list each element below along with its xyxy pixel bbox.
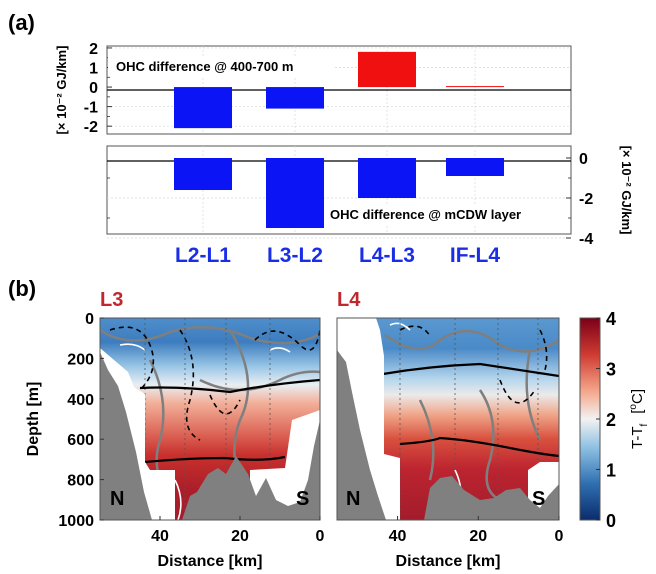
colorbar-tick-label: 4	[606, 309, 616, 329]
l3-contour-gray	[100, 325, 320, 345]
bottom-annotation-bg	[326, 204, 564, 224]
category-labels: L2-L1 L3-L2 L4-L3 IF-L4	[175, 244, 500, 267]
l4-distance-tick-label: 20	[469, 528, 487, 545]
depth-axis: 0 200 400 600 800 1000	[58, 311, 104, 530]
l3-axes-box	[99, 317, 321, 521]
l3-contour-gray	[199, 370, 320, 392]
colorbar-tick-label: 2	[606, 410, 616, 430]
l3-distance-tick-label: 0	[316, 528, 325, 545]
l4-axes-box	[336, 317, 560, 521]
colorbar-ticks: 0 1 2 3 4	[596, 309, 616, 531]
bottom-ytick-label: -4	[579, 231, 593, 248]
l4-contour-dashed	[399, 325, 431, 337]
bottom-ytick-label: -2	[579, 191, 593, 208]
colorbar-tick-label: 3	[606, 360, 616, 380]
l4-south-label: S	[532, 488, 545, 510]
category-label: IF-L4	[450, 244, 500, 267]
l4-distance-tick-label: 40	[389, 528, 407, 545]
top-bar	[174, 87, 232, 129]
l3-seafloor	[182, 420, 320, 520]
l3-distance-label: Distance [km]	[158, 553, 263, 570]
colorbar-label: T-Tf[oC]	[628, 389, 650, 449]
category-label: L3-L2	[267, 244, 323, 267]
l3-seafloor	[100, 352, 152, 520]
l3-contour-white	[119, 343, 146, 351]
l4-distance-tick-label: 0	[555, 528, 564, 545]
depth-tick-label: 0	[85, 311, 94, 328]
distance-axes: 40 20 0 40 20 0	[151, 516, 564, 545]
l3-isotherm-upper	[139, 378, 320, 394]
top-ytick-label: -2	[84, 119, 98, 136]
top-ytick-label: 2	[89, 41, 98, 58]
l4-isotherm-lower	[399, 436, 559, 458]
bottom-ytick-label: 0	[579, 151, 588, 168]
depth-tick-label: 1000	[58, 513, 94, 530]
l4-seafloor	[337, 350, 386, 520]
bar-chart-bottom: 0 -2 -4 OHC difference @ mCDW layer [× 10⁻…	[106, 145, 634, 248]
l4-north-label: N	[346, 488, 360, 510]
category-label: L2-L1	[175, 244, 231, 267]
l3-south-label: S	[296, 488, 309, 510]
l4-seafloor	[424, 476, 559, 520]
l4-isotherm-upper	[382, 362, 559, 378]
l3-contour-dashed	[179, 329, 201, 441]
l4-distance-label: Distance [km]	[396, 553, 501, 570]
l3-contour-white	[269, 347, 291, 353]
panel-label-a: (a)	[8, 10, 35, 35]
bottom-bar	[446, 158, 504, 176]
top-bar	[446, 86, 504, 88]
section-l3-plot: N S	[100, 318, 320, 520]
bottom-ylabel: [× 10⁻² GJ/km]	[619, 146, 634, 235]
section-title-l4: L4	[337, 289, 361, 311]
top-ytick-label: 0	[89, 80, 98, 97]
top-annotation: OHC difference @ 400-700 m	[116, 59, 293, 74]
depth-axis-label: Depth [m]	[25, 382, 42, 457]
colorbar-tick-label: 0	[606, 511, 616, 531]
l3-isotherm-lower	[144, 455, 286, 464]
section-l4-plot: N S	[337, 318, 559, 520]
depth-tick-label: 400	[67, 392, 94, 409]
top-bar	[358, 51, 416, 88]
colorbar-tick-label: 1	[606, 461, 616, 481]
l3-contour-dashed	[109, 326, 155, 391]
l3-north-label: N	[110, 488, 124, 510]
l3-distance-tick-label: 40	[151, 528, 169, 545]
top-ytick-label: 1	[89, 61, 98, 78]
l4-contour-dashed	[539, 329, 548, 371]
panel-label-b: (b)	[8, 276, 36, 301]
l3-contour-white	[174, 479, 182, 520]
top-bar	[266, 87, 324, 109]
l4-contour-gray	[525, 349, 542, 441]
depth-tick-label: 600	[67, 432, 94, 449]
l3-distance-tick-label: 20	[231, 528, 249, 545]
l3-contour-dashed	[254, 329, 320, 351]
top-annotation-bg	[108, 56, 334, 76]
bottom-bar	[266, 158, 324, 228]
top-ylabel: [× 10⁻² GJ/km]	[54, 46, 69, 135]
l4-contour-gray	[478, 389, 501, 502]
bottom-bar	[358, 158, 416, 198]
section-title-l3: L3	[100, 289, 123, 311]
top-ytick-label: -1	[84, 100, 98, 117]
bottom-annotation: OHC difference @ mCDW layer	[330, 207, 521, 222]
category-label: L4-L3	[359, 244, 415, 267]
l4-contour-dashed	[499, 379, 536, 404]
bar-chart-top: 2 1 0 -1 -2 OHC difference @ 400-700 m [× 10…	[54, 41, 572, 136]
depth-tick-label: 800	[67, 473, 94, 490]
bottom-bar	[174, 158, 232, 190]
depth-tick-label: 200	[67, 351, 94, 368]
